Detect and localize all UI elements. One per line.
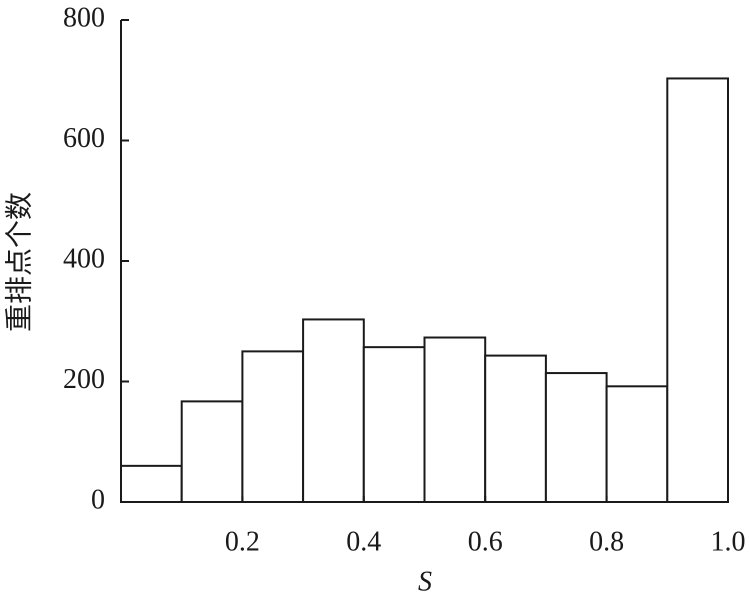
bar xyxy=(544,372,608,503)
x-tick-label: 0.6 xyxy=(468,526,503,557)
y-tick-label: 0 xyxy=(91,484,105,515)
bar xyxy=(241,350,305,503)
bar xyxy=(302,318,365,503)
bar xyxy=(362,346,426,503)
x-axis-label: S xyxy=(418,566,432,597)
y-axis-label: 重排点个数 xyxy=(3,192,35,332)
x-tick-label: 0.8 xyxy=(589,526,624,557)
x-tick-label: 1.0 xyxy=(711,526,746,557)
x-tick-label: 0.4 xyxy=(346,526,381,557)
bar xyxy=(666,77,729,503)
y-tick-label: 800 xyxy=(63,2,105,33)
bar xyxy=(605,385,669,504)
x-tick-label: 0.2 xyxy=(225,526,260,557)
y-tick-label: 400 xyxy=(63,243,105,274)
y-tick-label: 200 xyxy=(63,364,105,395)
bar xyxy=(120,464,183,504)
bar xyxy=(423,336,487,503)
bar xyxy=(484,354,547,503)
y-tick-label: 600 xyxy=(63,123,105,154)
bar xyxy=(180,400,244,504)
